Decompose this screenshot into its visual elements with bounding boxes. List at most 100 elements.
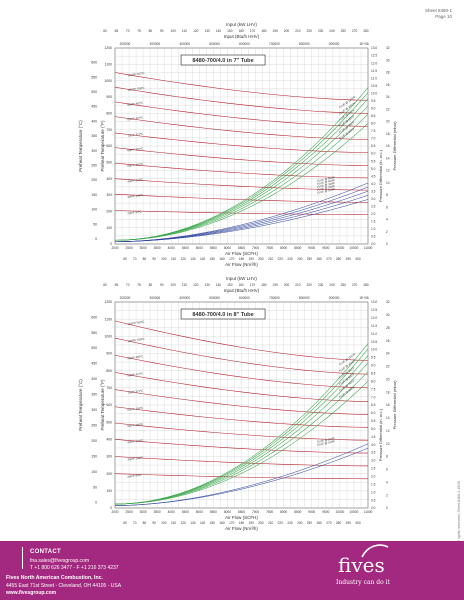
x-tick-nm3h: 220 [278,257,284,261]
temp-line-label: 500ºF 260ºC [127,162,143,168]
top-tick-kw: 70 [126,29,130,33]
top-tick-btu: 1E+06 [359,296,369,300]
x-tick-nm3h: 140 [200,521,206,525]
top-tick-btu: 200000 [120,42,131,46]
top-tick-kw: 90 [160,283,164,287]
top-tick-btu: 700000 [269,296,280,300]
x-tick-scfh: 11000 [364,246,373,250]
x-tick-scfh: 11000 [364,510,373,514]
top-tick-btu: 800000 [299,296,310,300]
x-axis-label-scfh: Air Flow (SCFH) [225,515,258,520]
top-tick-kw: 160 [239,283,245,287]
y-tick-c: 200 [91,439,97,443]
x-tick-scfh: 4000 [168,510,175,514]
y-tick-mbar: 30 [386,58,390,62]
temp-line-label: 1100ºF 593ºC [127,71,145,77]
top-tick-kw: 190 [273,29,279,33]
blue-curve-label: FLUE @ 400ºF [317,178,336,186]
y-axis-label-mbar: Pressure Differential (mbar) [392,121,397,171]
y-tick-mbar: 22 [386,107,390,111]
y-tick-mbar: 32 [386,300,390,304]
y-tick-inwc: 6.5 [371,144,376,148]
temp-line [114,86,369,114]
y-tick-inwc: 7.0 [371,395,376,399]
y-tick-c: 500 [91,90,97,94]
temp-line [114,439,369,454]
y-axis-label-f: Preheat Temperature (°F) [100,379,105,430]
y-tick-c: 100 [91,470,97,474]
x-tick-nm3h: 150 [210,257,216,261]
y-tick-mbar: 20 [386,120,390,124]
x-tick-scfh: 2500 [126,510,133,514]
top-tick-kw: 65 [115,283,119,287]
x-tick-nm3h: 300 [355,521,361,525]
logo-swirl-icon [361,544,389,558]
x-tick-scfh: 4500 [182,510,189,514]
blue-pressure-curve [114,447,369,506]
top-tick-kw: 130 [204,283,210,287]
y-tick-mbar: 22 [386,365,390,369]
y-tick-mbar: 26 [386,83,390,87]
y-tick-mbar: 0 [386,242,388,246]
y-tick-mbar: 20 [386,377,390,381]
x-tick-scfh: 6500 [238,246,245,250]
y-tick-f: 0 [110,242,112,246]
contact-bar [22,547,23,569]
y-tick-inwc: 0.0 [371,242,376,246]
green-pressure-curve [114,343,369,505]
top-tick-btu: 1E+06 [359,42,369,46]
top-tick-kw: 250 [341,283,347,287]
y-tick-inwc: 0.5 [371,498,376,502]
top-tick-kw: 80 [149,29,153,33]
y-tick-inwc: 4.0 [371,443,376,447]
blue-curve-label: FLUE @ 200ºF [317,184,336,192]
temp-line [114,372,369,402]
top-tick-kw: 90 [160,29,164,33]
y-tick-f: 200 [106,210,112,214]
x-tick-scfh: 3500 [154,510,161,514]
x-tick-nm3h: 230 [287,521,293,525]
x-tick-nm3h: 290 [346,521,352,525]
temp-line [114,101,369,127]
top-tick-kw: 200 [284,283,290,287]
chart-title-box [180,308,266,320]
y-tick-f: 700 [106,386,112,390]
chart-title: 8480-700/4.0 in 8" Tube [192,312,253,318]
x-tick-nm3h: 80 [143,257,147,261]
y-tick-c: 550 [91,75,97,79]
x-tick-scfh: 5500 [210,246,217,250]
x-tick-nm3h: 200 [258,257,264,261]
temp-line [114,72,369,101]
top-tick-kw: 170 [250,29,256,33]
temp-line [114,178,369,191]
temp-line-label: 700ºF 371ºC [127,132,143,138]
x-tick-scfh: 7500 [266,246,273,250]
temp-line-label: 400ºF 204ºC [127,438,143,444]
top-tick-kw: 210 [295,283,301,287]
x-tick-nm3h: 160 [219,521,225,525]
y-tick-mbar: 16 [386,144,390,148]
x-tick-nm3h: 220 [278,521,284,525]
temp-line-label: 600ºF 316ºC [127,146,143,152]
y-tick-mbar: 2 [386,493,388,497]
top-axis-label-btu: Input (Btu/h HHV) [224,34,260,39]
y-tick-mbar: 30 [386,313,390,317]
y-tick-c: 250 [91,423,97,427]
temp-line [114,147,369,166]
company-name: Fives North American Combustion, Inc. [6,575,103,581]
y-tick-inwc: 9.5 [371,356,376,360]
y-tick-mbar: 10 [386,181,390,185]
top-tick-kw: 170 [250,283,256,287]
y-tick-f: 200 [106,472,112,476]
y-tick-mbar: 10 [386,442,390,446]
contact-email[interactable]: fna.sales@fivesgroup.com [30,558,89,564]
y-tick-mbar: 14 [386,416,390,420]
x-tick-nm3h: 200 [258,521,264,525]
y-tick-inwc: 13.0 [371,46,377,50]
top-tick-kw: 270 [352,283,358,287]
y-tick-f: 1000 [104,79,112,83]
y-tick-f: 900 [106,95,112,99]
y-tick-mbar: 28 [386,71,390,75]
y-tick-c: 350 [91,393,97,397]
company-website[interactable]: www.fivesgroup.com [6,590,57,596]
